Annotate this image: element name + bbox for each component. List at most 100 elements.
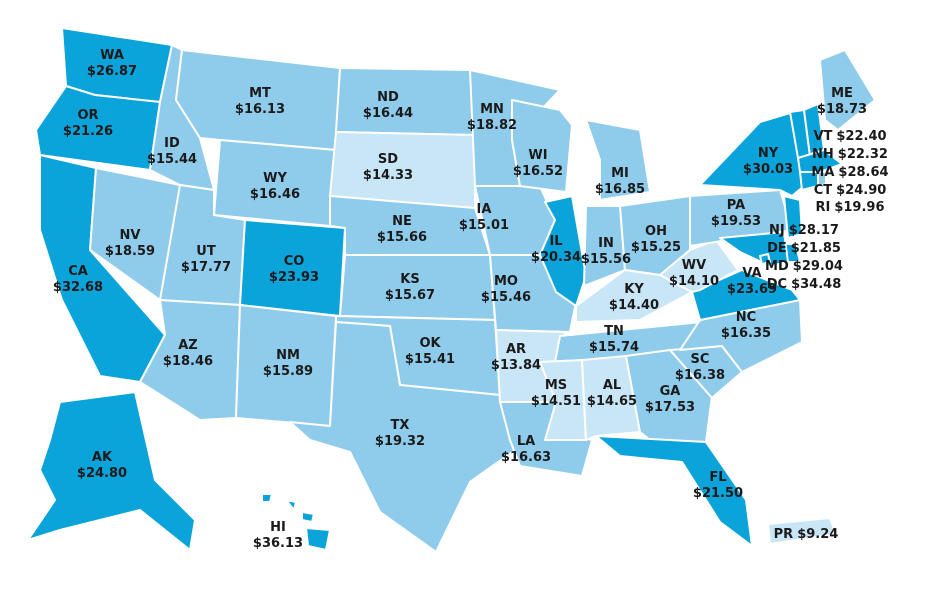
state-code: RI <box>815 200 830 215</box>
state-value: $21.50 <box>693 486 743 501</box>
state-shape <box>301 511 315 523</box>
state-value: $16.85 <box>595 182 645 197</box>
state-value: $16.35 <box>721 326 771 341</box>
state-shape <box>539 195 587 307</box>
state-code: HI <box>270 520 286 535</box>
state-value: $21.85 <box>791 241 841 256</box>
state-code: TN <box>604 324 624 339</box>
state-code: NE <box>392 214 412 229</box>
state-label: CT $24.90 <box>814 183 887 198</box>
state-value: $15.01 <box>459 218 509 233</box>
state-code: NV <box>120 228 141 243</box>
state-code: IN <box>598 236 614 251</box>
state-code: NC <box>736 310 756 325</box>
state-value: $22.32 <box>838 147 888 162</box>
state-value: $19.53 <box>711 214 761 229</box>
state-shape <box>285 499 297 511</box>
state-value: $29.04 <box>793 259 843 274</box>
state-code: WV <box>682 258 706 273</box>
state-shape <box>691 269 801 321</box>
state-value: $19.32 <box>375 434 425 449</box>
state-label: DC $34.48 <box>767 277 842 292</box>
state-label: NH $22.32 <box>812 147 888 162</box>
state-shape <box>817 171 827 187</box>
state-code: WI <box>528 148 547 163</box>
state-code: DC <box>767 277 787 292</box>
state-code: PR <box>774 527 794 542</box>
state-value: $14.51 <box>531 394 581 409</box>
state-value: $17.77 <box>181 260 231 275</box>
state-shape <box>585 119 651 201</box>
state-value: $15.67 <box>385 288 435 303</box>
state-code: MA <box>811 165 834 180</box>
state-value: $28.64 <box>838 165 888 180</box>
state-value: $28.17 <box>789 223 839 238</box>
state-shape <box>27 391 196 551</box>
state-value: $15.56 <box>581 252 631 267</box>
state-value: $24.90 <box>836 183 886 198</box>
state-code: NY <box>758 146 779 161</box>
state-value: $23.69 <box>727 282 777 297</box>
state-code: LA <box>517 434 535 449</box>
state-label: PR $9.24 <box>774 527 839 542</box>
state-value: $13.84 <box>491 358 541 373</box>
state-code: OR <box>77 108 98 123</box>
state-value: $15.89 <box>263 364 313 379</box>
state-value: $15.66 <box>377 230 427 245</box>
state-value: $16.52 <box>513 164 563 179</box>
state-value: $30.03 <box>743 162 793 177</box>
state-value: $18.46 <box>163 354 213 369</box>
state-shape <box>759 253 771 265</box>
state-label: MA $28.64 <box>811 165 888 180</box>
state-shape <box>719 231 789 267</box>
state-label: DE $21.85 <box>767 241 841 256</box>
state-value: $36.13 <box>253 536 303 551</box>
state-value: $26.87 <box>87 64 137 79</box>
state-shape <box>581 355 641 441</box>
state-code: MI <box>611 166 629 181</box>
state-value: $32.68 <box>53 280 103 295</box>
state-code: MS <box>545 378 567 393</box>
state-value: $15.74 <box>589 340 639 355</box>
state-value: $17.53 <box>645 400 695 415</box>
state-code: ME <box>831 86 853 101</box>
state-code: MD <box>765 259 789 274</box>
state-code: NH <box>812 147 834 162</box>
state-code: GA <box>660 384 681 399</box>
state-value: $15.46 <box>481 290 531 305</box>
state-shape <box>797 149 843 173</box>
state-code: WA <box>100 48 124 63</box>
state-shape <box>305 527 331 551</box>
state-shape <box>539 359 587 441</box>
state-code: KY <box>624 282 644 297</box>
state-value: $14.33 <box>363 168 413 183</box>
state-value: $14.10 <box>669 274 719 289</box>
state-code: IA <box>477 202 492 217</box>
state-code: NM <box>276 348 300 363</box>
state-value: $14.65 <box>587 394 637 409</box>
state-code: CO <box>284 254 305 269</box>
state-value: $34.48 <box>791 277 841 292</box>
state-value: $20.34 <box>531 250 581 265</box>
state-code: OK <box>419 336 441 351</box>
state-code: MT <box>249 86 271 101</box>
state-shape <box>289 321 516 553</box>
state-code: NJ <box>769 223 785 238</box>
state-shape <box>335 67 476 136</box>
state-value: $18.59 <box>105 244 155 259</box>
state-value: $16.13 <box>235 102 285 117</box>
state-code: VA <box>742 266 761 281</box>
state-value: $19.96 <box>834 200 884 215</box>
state-value: $14.40 <box>609 298 659 313</box>
state-value: $16.63 <box>501 450 551 465</box>
state-shape <box>767 517 837 545</box>
state-code: VT <box>813 129 832 144</box>
state-code: CA <box>68 264 88 279</box>
state-label: NJ $28.17 <box>769 223 839 238</box>
state-code: FL <box>709 470 726 485</box>
state-value: $15.41 <box>405 352 455 367</box>
state-value: $21.26 <box>63 124 113 139</box>
state-code: SC <box>691 352 710 367</box>
state-code: MO <box>494 274 518 289</box>
state-label: MD $29.04 <box>765 259 843 274</box>
